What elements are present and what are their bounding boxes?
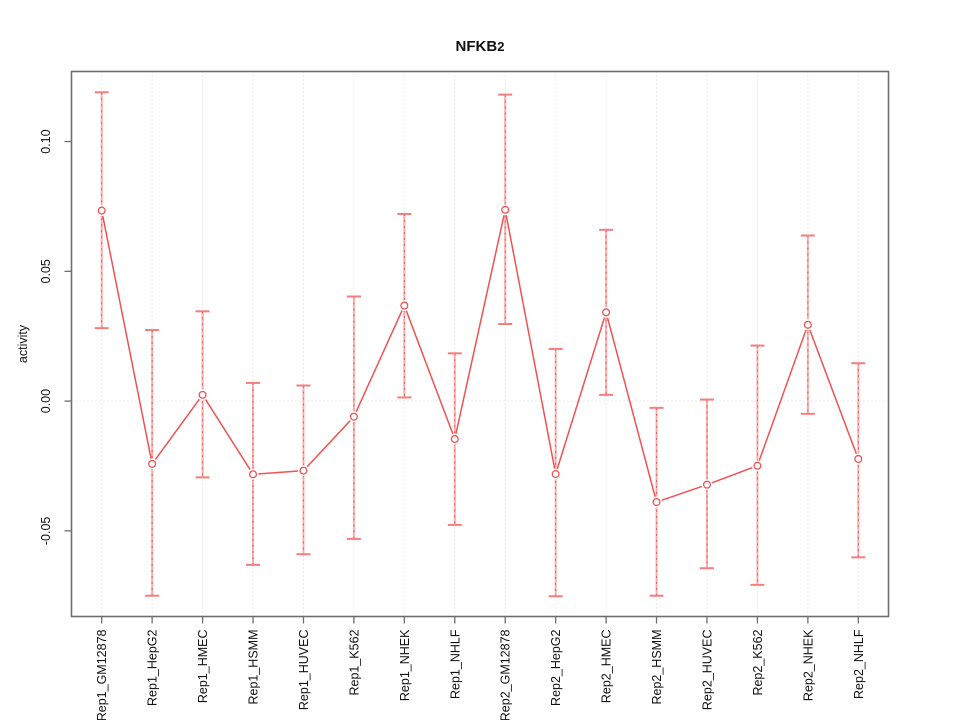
x-tick-label: Rep2_GM12878 [499, 629, 513, 720]
chart-title-sub: 2 [497, 39, 504, 54]
data-point-marker [148, 459, 157, 468]
chart-title: NFKB2 [456, 38, 505, 55]
data-point-marker [652, 497, 661, 507]
x-tick-label: Rep2_NHEK [801, 629, 815, 701]
data-point-marker [602, 308, 611, 317]
data-point-marker [198, 390, 207, 399]
data-point-marker [803, 320, 812, 329]
x-tick-label: Rep2_K562 [751, 629, 765, 695]
data-point-marker [854, 454, 863, 464]
x-tick-label: Rep1_HSMM [247, 630, 261, 705]
data-point-marker [501, 205, 510, 214]
x-tick-label: Rep2_HUVEC [700, 630, 714, 711]
x-tick-label: Rep1_GM12878 [95, 629, 109, 720]
x-tick-label: Rep1_HUVEC [297, 630, 311, 711]
x-tick-label: Rep1_K562 [347, 629, 361, 695]
plot-border [70, 70, 890, 618]
data-point-marker [400, 301, 409, 310]
x-tick-label: Rep2_HMEC [600, 630, 614, 704]
data-point-marker [248, 470, 258, 479]
y-tick-label: 0.10 [39, 129, 53, 153]
y-tick-label: 0.00 [39, 389, 53, 413]
y-tick-label: -0.05 [39, 517, 53, 546]
x-tick-label: Rep1_HepG2 [146, 629, 160, 705]
x-tick-label: Rep1_NHEK [398, 629, 412, 701]
plot-area: 0.10 0.05 0.00 -0.05 Rep1_GM12878 Rep1_HepG2 R… [39, 70, 890, 720]
data-point-marker [551, 469, 560, 479]
chart-title-main: NFKB [456, 38, 498, 55]
x-tick-label: Rep2_NHLF [852, 629, 866, 699]
x-tick-label: Rep2_HSMM [650, 630, 664, 705]
data-point-marker [299, 466, 308, 475]
x-tick-label: Rep2_HepG2 [549, 629, 563, 705]
series-line [100, 209, 860, 504]
data-point-marker [349, 412, 358, 421]
data-point-marker [97, 206, 106, 215]
x-tick-label: Rep1_NHLF [448, 629, 462, 699]
data-point-marker [753, 461, 762, 470]
data-point-marker [450, 434, 459, 444]
y-tick-label: 0.05 [39, 259, 53, 283]
data-point-marker [702, 480, 712, 489]
y-axis-label: activity [16, 324, 30, 363]
x-tick-label: Rep1_HMEC [196, 630, 210, 704]
